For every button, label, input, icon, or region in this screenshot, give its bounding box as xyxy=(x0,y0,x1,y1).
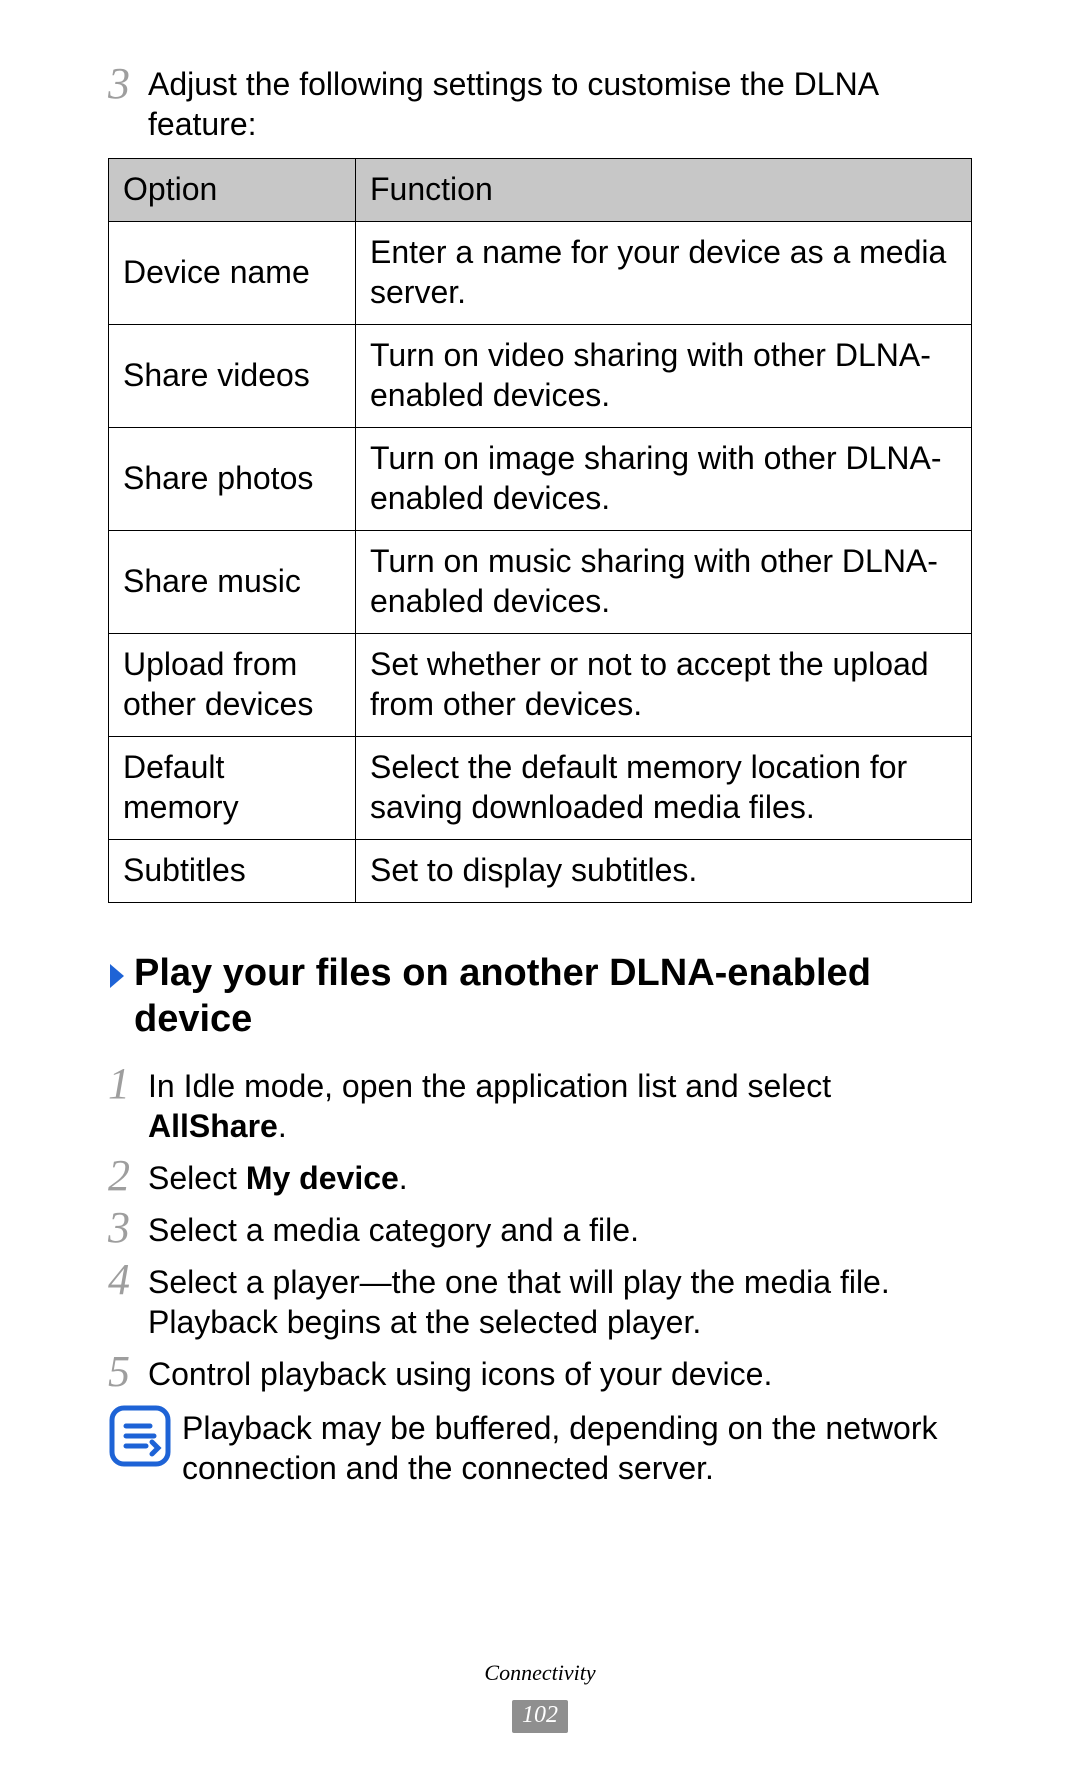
step-number: 2 xyxy=(108,1154,148,1198)
page-number-badge: 102 xyxy=(512,1700,568,1733)
step-text: Adjust the following settings to customi… xyxy=(148,60,972,144)
table-cell-function: Set whether or not to accept the upload … xyxy=(356,634,972,737)
step-text: Control playback using icons of your dev… xyxy=(148,1348,972,1394)
chevron-right-icon xyxy=(108,959,128,999)
step-text: Select a media category and a file. xyxy=(148,1204,972,1250)
heading-text: Play your files on another DLNA-enabled … xyxy=(134,951,972,1042)
table-row: Upload from other devices Set whether or… xyxy=(109,634,972,737)
table-row: Share videos Turn on video sharing with … xyxy=(109,325,972,428)
table-cell-function: Turn on video sharing with other DLNA-en… xyxy=(356,325,972,428)
table-cell-option: Device name xyxy=(109,222,356,325)
step-number: 1 xyxy=(108,1062,148,1106)
table-cell-option: Default memory xyxy=(109,737,356,840)
step-row: 5 Control playback using icons of your d… xyxy=(108,1348,972,1394)
step-text: In Idle mode, open the application list … xyxy=(148,1060,972,1146)
footer-section-name: Connectivity xyxy=(0,1659,1080,1687)
step-text: Select a player—the one that will play t… xyxy=(148,1256,972,1342)
table-cell-function: Set to display subtitles. xyxy=(356,840,972,903)
step-number: 5 xyxy=(108,1350,148,1394)
table-row: Default memory Select the default memory… xyxy=(109,737,972,840)
table-cell-option: Share photos xyxy=(109,428,356,531)
table-cell-function: Select the default memory location for s… xyxy=(356,737,972,840)
step-row: 3 Select a media category and a file. xyxy=(108,1204,972,1250)
step-number: 3 xyxy=(108,62,148,106)
note-text: Playback may be buffered, depending on t… xyxy=(182,1404,972,1488)
step-text: Select My device. xyxy=(148,1152,972,1198)
table-row: Subtitles Set to display subtitles. xyxy=(109,840,972,903)
step-row: 1 In Idle mode, open the application lis… xyxy=(108,1060,972,1146)
settings-table: Option Function Device name Enter a name… xyxy=(108,158,972,903)
table-row: Device name Enter a name for your device… xyxy=(109,222,972,325)
note-block: Playback may be buffered, depending on t… xyxy=(108,1404,972,1488)
table-cell-option: Upload from other devices xyxy=(109,634,356,737)
table-cell-function: Enter a name for your device as a media … xyxy=(356,222,972,325)
page-footer: Connectivity 102 xyxy=(0,1659,1080,1733)
step-number: 3 xyxy=(108,1206,148,1250)
table-cell-function: Turn on image sharing with other DLNA-en… xyxy=(356,428,972,531)
table-row: Share music Turn on music sharing with o… xyxy=(109,531,972,634)
table-header-function: Function xyxy=(356,159,972,222)
top-step: 3 Adjust the following settings to custo… xyxy=(108,60,972,144)
manual-page: 3 Adjust the following settings to custo… xyxy=(0,0,1080,1771)
table-cell-option: Subtitles xyxy=(109,840,356,903)
table-header-row: Option Function xyxy=(109,159,972,222)
step-row: 2 Select My device. xyxy=(108,1152,972,1198)
step-row: 4 Select a player—the one that will play… xyxy=(108,1256,972,1342)
step-number: 4 xyxy=(108,1258,148,1302)
table-cell-option: Share music xyxy=(109,531,356,634)
note-icon xyxy=(108,1404,172,1468)
table-cell-function: Turn on music sharing with other DLNA-en… xyxy=(356,531,972,634)
steps-list: 1 In Idle mode, open the application lis… xyxy=(108,1060,972,1394)
table-cell-option: Share videos xyxy=(109,325,356,428)
table-row: Share photos Turn on image sharing with … xyxy=(109,428,972,531)
section-heading: Play your files on another DLNA-enabled … xyxy=(108,951,972,1042)
table-header-option: Option xyxy=(109,159,356,222)
